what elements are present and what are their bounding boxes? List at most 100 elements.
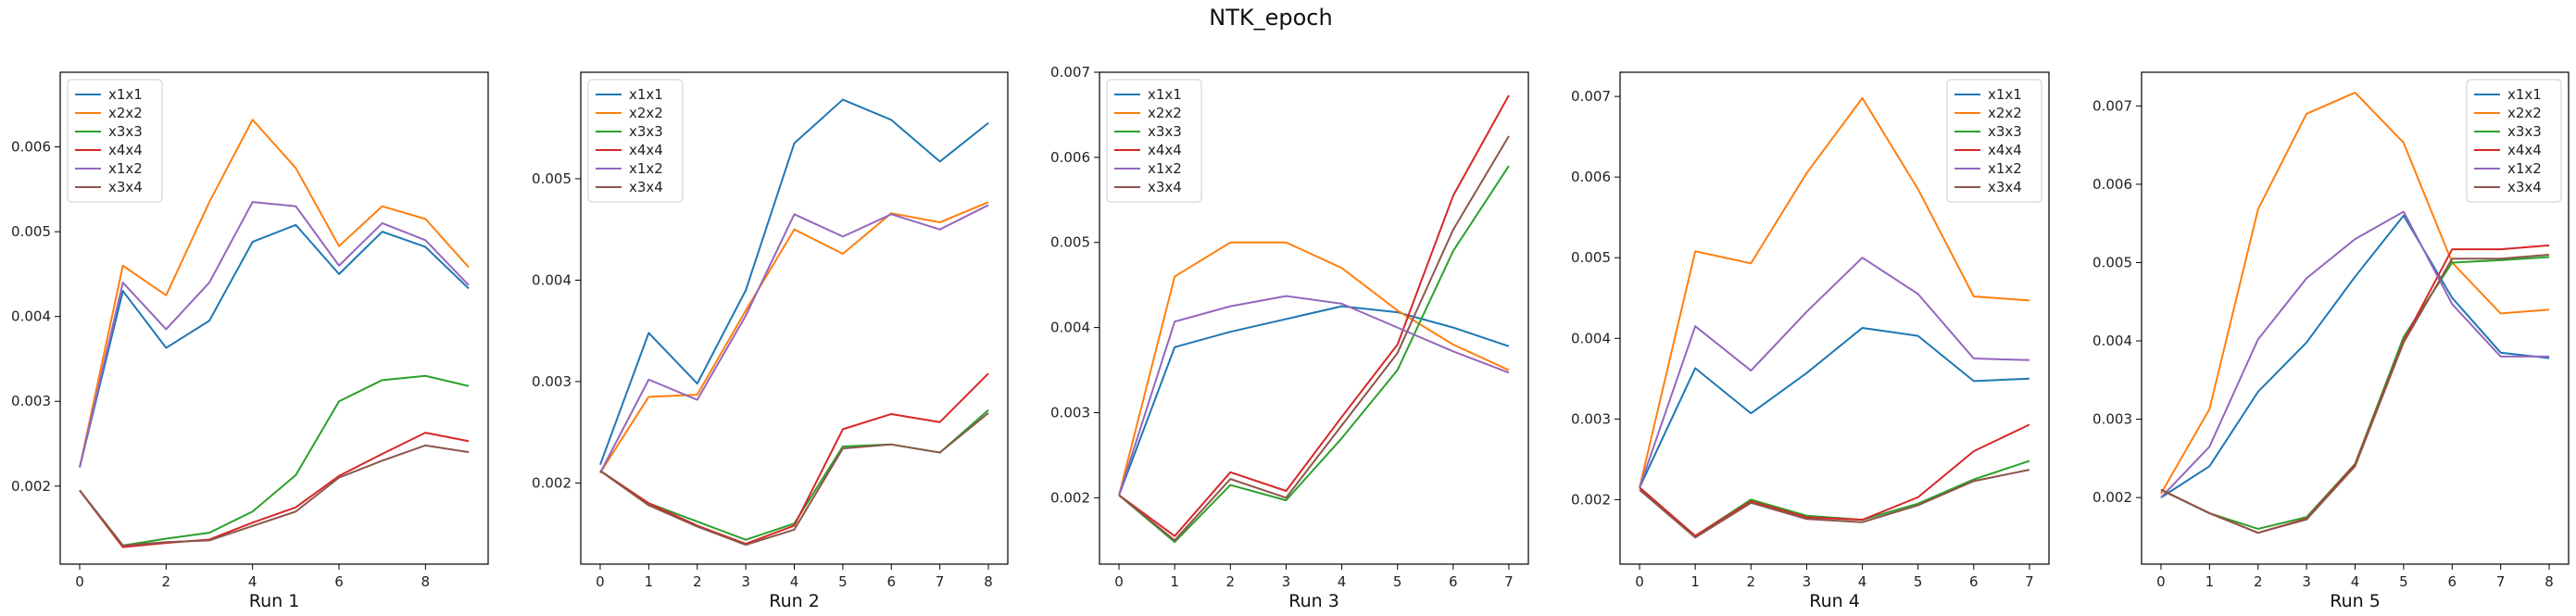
legend-label-x2x2: x2x2 (629, 105, 663, 121)
x-tick-label: 4 (1858, 573, 1867, 590)
y-tick-label: 0.002 (1050, 489, 1090, 506)
x-tick-label: 5 (1914, 573, 1923, 590)
subplot-run-5: 0 1 2 3 4 5 6 7 8 0.002 0.003 0.004 0.005 0.006 0.007 R… (2092, 71, 2570, 611)
x-tick-label: 7 (936, 573, 945, 590)
x-tick-label: 2 (1226, 573, 1236, 590)
axes-frame (1099, 71, 1529, 565)
y-tick-label: 0.004 (532, 271, 572, 288)
x-tick-label: 2 (693, 573, 702, 590)
x-tick-label: 2 (1747, 573, 1756, 590)
series-line-x3x4 (1118, 135, 1510, 542)
y-tick-label: 0.007 (1050, 64, 1090, 81)
x-tick-label: 6 (334, 573, 344, 590)
y-tick-label: 0.006 (1571, 169, 1611, 185)
legend-label-x4x4: x4x4 (2507, 142, 2542, 158)
y-tick-label: 0.003 (1571, 410, 1611, 427)
y-tick-label: 0.005 (2092, 254, 2132, 270)
series-line-x1x2 (599, 204, 989, 473)
legend-label-x4x4: x4x4 (108, 142, 143, 158)
legend-label-x3x4: x3x4 (1988, 179, 2022, 195)
y-tick-label: 0.002 (11, 478, 51, 495)
legend-label-x1x2: x1x2 (108, 160, 143, 177)
series-line-x1x1 (1118, 305, 1510, 496)
series-line-x2x2 (1118, 241, 1510, 496)
y-tick-label: 0.003 (532, 373, 572, 390)
legend-box (587, 79, 684, 203)
y-tick-label: 0.003 (1050, 404, 1090, 421)
x-tick-label: 7 (2496, 573, 2506, 590)
x-tick-label: 6 (1969, 573, 1979, 590)
series-line-x2x2 (79, 119, 470, 468)
subplot-run-2: 0 1 2 3 4 5 6 7 8 0.002 0.003 0.004 0.005 Run 2 x1x1 x2… (532, 71, 1009, 611)
legend-box (1946, 79, 2042, 203)
legend: x1x1 x2x2 x3x3 x4x4 x1x2 x3x4 (587, 79, 684, 203)
subplot-run-4: 0 1 2 3 4 5 6 7 0.002 0.003 0.004 0.005 0.006 0.007 Ru… (1571, 71, 2050, 611)
axes-frame (59, 71, 489, 565)
legend-label-x1x1: x1x1 (1148, 86, 1182, 103)
x-tick-label: 3 (741, 573, 750, 590)
legend-label-x4x4: x4x4 (629, 142, 663, 158)
legend-label-x1x2: x1x2 (1148, 160, 1182, 177)
y-tick-label: 0.002 (532, 474, 572, 491)
series-line-x3x4 (599, 412, 989, 547)
legend-box (67, 79, 163, 203)
series-line-x4x4 (1118, 94, 1510, 537)
legend-label-x3x4: x3x4 (629, 179, 663, 195)
x-tick-label: 4 (1338, 573, 1347, 590)
series-line-x2x2 (2160, 91, 2550, 495)
x-tick-label: 5 (838, 573, 848, 590)
axes-frame (1619, 71, 2050, 565)
legend-label-x3x3: x3x3 (2507, 123, 2542, 140)
x-axis-label: Run 2 (769, 591, 820, 611)
x-tick-label: 3 (1803, 573, 1812, 590)
series-line-x1x1 (599, 98, 989, 466)
x-tick-label: 6 (886, 573, 896, 590)
legend-label-x2x2: x2x2 (108, 105, 143, 121)
x-tick-label: 1 (2205, 573, 2215, 590)
legend-label-x1x2: x1x2 (2507, 160, 2542, 177)
x-tick-label: 5 (1393, 573, 1402, 590)
x-tick-label: 0 (2156, 573, 2166, 590)
x-tick-label: 2 (162, 573, 171, 590)
legend-box (1106, 79, 1202, 203)
x-tick-label: 2 (2254, 573, 2263, 590)
x-tick-label: 8 (421, 573, 431, 590)
x-tick-label: 4 (790, 573, 799, 590)
legend-label-x2x2: x2x2 (1988, 105, 2022, 121)
x-tick-label: 6 (2447, 573, 2457, 590)
x-tick-label: 1 (645, 573, 654, 590)
series-line-x1x2 (1639, 257, 2029, 488)
legend-label-x1x1: x1x1 (108, 86, 143, 103)
legend-label-x4x4: x4x4 (1148, 142, 1182, 158)
legend-label-x1x2: x1x2 (1988, 160, 2022, 177)
x-tick-label: 4 (248, 573, 258, 590)
x-tick-label: 7 (1504, 573, 1514, 590)
x-tick-label: 8 (984, 573, 993, 590)
y-tick-label: 0.006 (11, 139, 51, 156)
y-tick-label: 0.006 (1050, 149, 1090, 166)
series-line-x4x4 (79, 432, 470, 548)
x-tick-label: 0 (1635, 573, 1644, 590)
x-tick-label: 1 (1690, 573, 1700, 590)
series-line-x2x2 (1639, 96, 2030, 488)
y-tick-label: 0.004 (1050, 320, 1090, 336)
subplot-run-3: 0 1 2 3 4 5 6 7 0.002 0.003 0.004 0.005 0.006 0.007 Ru… (1050, 64, 1529, 611)
y-tick-label: 0.007 (2092, 97, 2132, 114)
legend-label-x3x3: x3x3 (1148, 123, 1182, 140)
series-line-x4x4 (1639, 423, 2030, 537)
legend: x1x1 x2x2 x3x3 x4x4 x1x2 x3x4 (67, 79, 163, 203)
legend-label-x2x2: x2x2 (2507, 105, 2542, 121)
x-tick-label: 0 (75, 573, 84, 590)
series-line-x1x2 (1118, 295, 1510, 496)
y-tick-label: 0.004 (11, 308, 51, 325)
series-line-x2x2 (599, 201, 989, 473)
x-tick-label: 3 (2302, 573, 2311, 590)
y-tick-label: 0.006 (2092, 176, 2132, 193)
legend-label-x3x3: x3x3 (1988, 123, 2022, 140)
series-line-x3x3 (1118, 165, 1510, 544)
legend-label-x3x3: x3x3 (108, 123, 143, 140)
legend: x1x1 x2x2 x3x3 x4x4 x1x2 x3x4 (1946, 79, 2042, 203)
legend-label-x3x3: x3x3 (629, 123, 663, 140)
